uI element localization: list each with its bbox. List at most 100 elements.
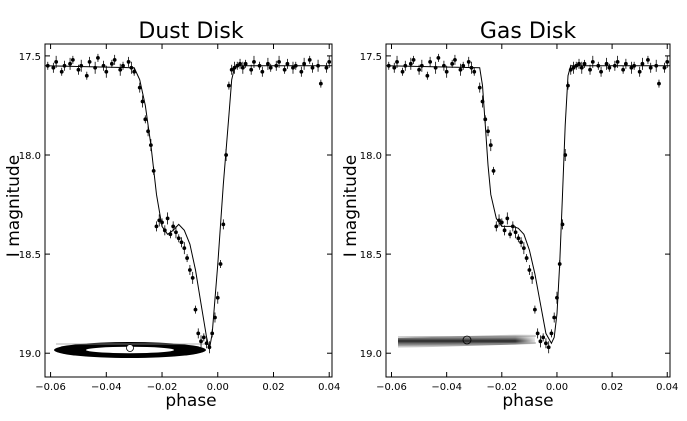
data-point (538, 339, 543, 344)
data-point (411, 57, 416, 62)
data-point (62, 63, 67, 68)
data-point (224, 153, 229, 157)
data-point (316, 63, 320, 68)
data-point (285, 61, 290, 66)
data-point (174, 230, 178, 235)
data-point (165, 216, 170, 221)
data-point (530, 275, 535, 280)
data-point (480, 99, 485, 104)
data-point (535, 331, 540, 336)
x-tick-label: 0.04 (318, 382, 340, 393)
data-point (118, 67, 123, 72)
data-point (196, 331, 201, 336)
data-point (563, 153, 568, 157)
data-point (662, 65, 667, 70)
data-point (146, 129, 150, 134)
data-point (302, 61, 307, 66)
axis-ticks: −0.06 −0.04 −0.02 0.00 0.02 0.04 17.5 18.0 18.5 1… (19, 44, 340, 393)
data-point (566, 83, 570, 88)
data-point (104, 69, 109, 74)
data-point (182, 246, 187, 251)
data-point (632, 63, 637, 68)
y-tick-label: 18.0 (360, 151, 382, 162)
data-point (560, 222, 565, 227)
data-point (162, 228, 167, 233)
data-point (70, 57, 75, 62)
model-curve (44, 65, 332, 350)
data-point (546, 345, 551, 350)
data-point (596, 63, 601, 68)
model-curve (385, 65, 670, 345)
y-tick-label: 19.0 (360, 349, 382, 360)
y-tick-label: 17.5 (360, 52, 382, 63)
data-point (637, 69, 642, 74)
data-point (486, 129, 490, 134)
data-point (193, 307, 198, 312)
model-line (44, 65, 332, 350)
x-tick-label: 0.02 (601, 382, 623, 393)
data-point (477, 85, 482, 90)
dust-disk-inset (54, 342, 210, 358)
y-tick-label: 18.0 (19, 151, 41, 162)
x-tick-label: 0.02 (262, 382, 284, 393)
data-point (444, 69, 449, 74)
data-point (640, 61, 645, 66)
model-line (385, 65, 670, 345)
data-point (121, 63, 125, 68)
data-point (54, 59, 59, 64)
data-point (521, 246, 526, 251)
data-point (76, 67, 81, 72)
x-tick-label: −0.02 (486, 382, 517, 393)
data-point (282, 67, 287, 72)
data-point (544, 341, 548, 346)
data-point (171, 224, 176, 229)
dust-disk-panel: Dust Disk phase I magnitude −0.06 −0.04 −0… (4, 19, 340, 411)
data-point (160, 220, 164, 225)
data-point (179, 240, 184, 245)
x-axis-label: phase (165, 391, 216, 411)
data-point (157, 218, 162, 223)
gas-disk-inset (397, 332, 537, 350)
data-point (307, 57, 312, 62)
data-point (665, 59, 670, 64)
data-point (84, 73, 89, 78)
y-tick-label: 18.5 (360, 250, 382, 261)
data-point (213, 315, 217, 320)
data-point (229, 67, 234, 72)
data-point (299, 69, 304, 74)
data-point (204, 341, 209, 346)
data-point (621, 67, 626, 72)
data-point (238, 61, 242, 66)
data-point (574, 63, 579, 68)
data-point (201, 335, 206, 340)
axis-ticks: −0.06 −0.04 −0.02 0.00 0.02 0.04 17.5 18.0 18.5 1… (360, 44, 678, 393)
data-point (499, 220, 504, 225)
data-point (516, 236, 521, 241)
data-point (187, 268, 192, 272)
data-point (249, 67, 254, 72)
plot-frame (44, 43, 333, 378)
data-point (604, 61, 609, 66)
data-point (458, 67, 463, 72)
data-point (392, 65, 397, 70)
data-point (417, 67, 421, 72)
data-point (318, 81, 323, 86)
data-point (497, 218, 501, 223)
gas-disk-line-upper (397, 335, 537, 338)
data-point (488, 143, 493, 147)
data-point (227, 83, 231, 88)
y-tick-label: 18.5 (19, 250, 41, 261)
data-point (646, 57, 650, 62)
data-point (137, 85, 142, 90)
data-point (494, 224, 499, 229)
data-point (571, 65, 576, 70)
data-point (510, 224, 515, 229)
data-point (257, 63, 262, 68)
x-tick-label: −0.06 (35, 382, 66, 393)
data-point (629, 65, 634, 70)
data-point (277, 59, 281, 64)
data-point (268, 65, 273, 70)
data-point (419, 63, 424, 68)
data-point (207, 345, 212, 350)
data-point (132, 69, 137, 74)
